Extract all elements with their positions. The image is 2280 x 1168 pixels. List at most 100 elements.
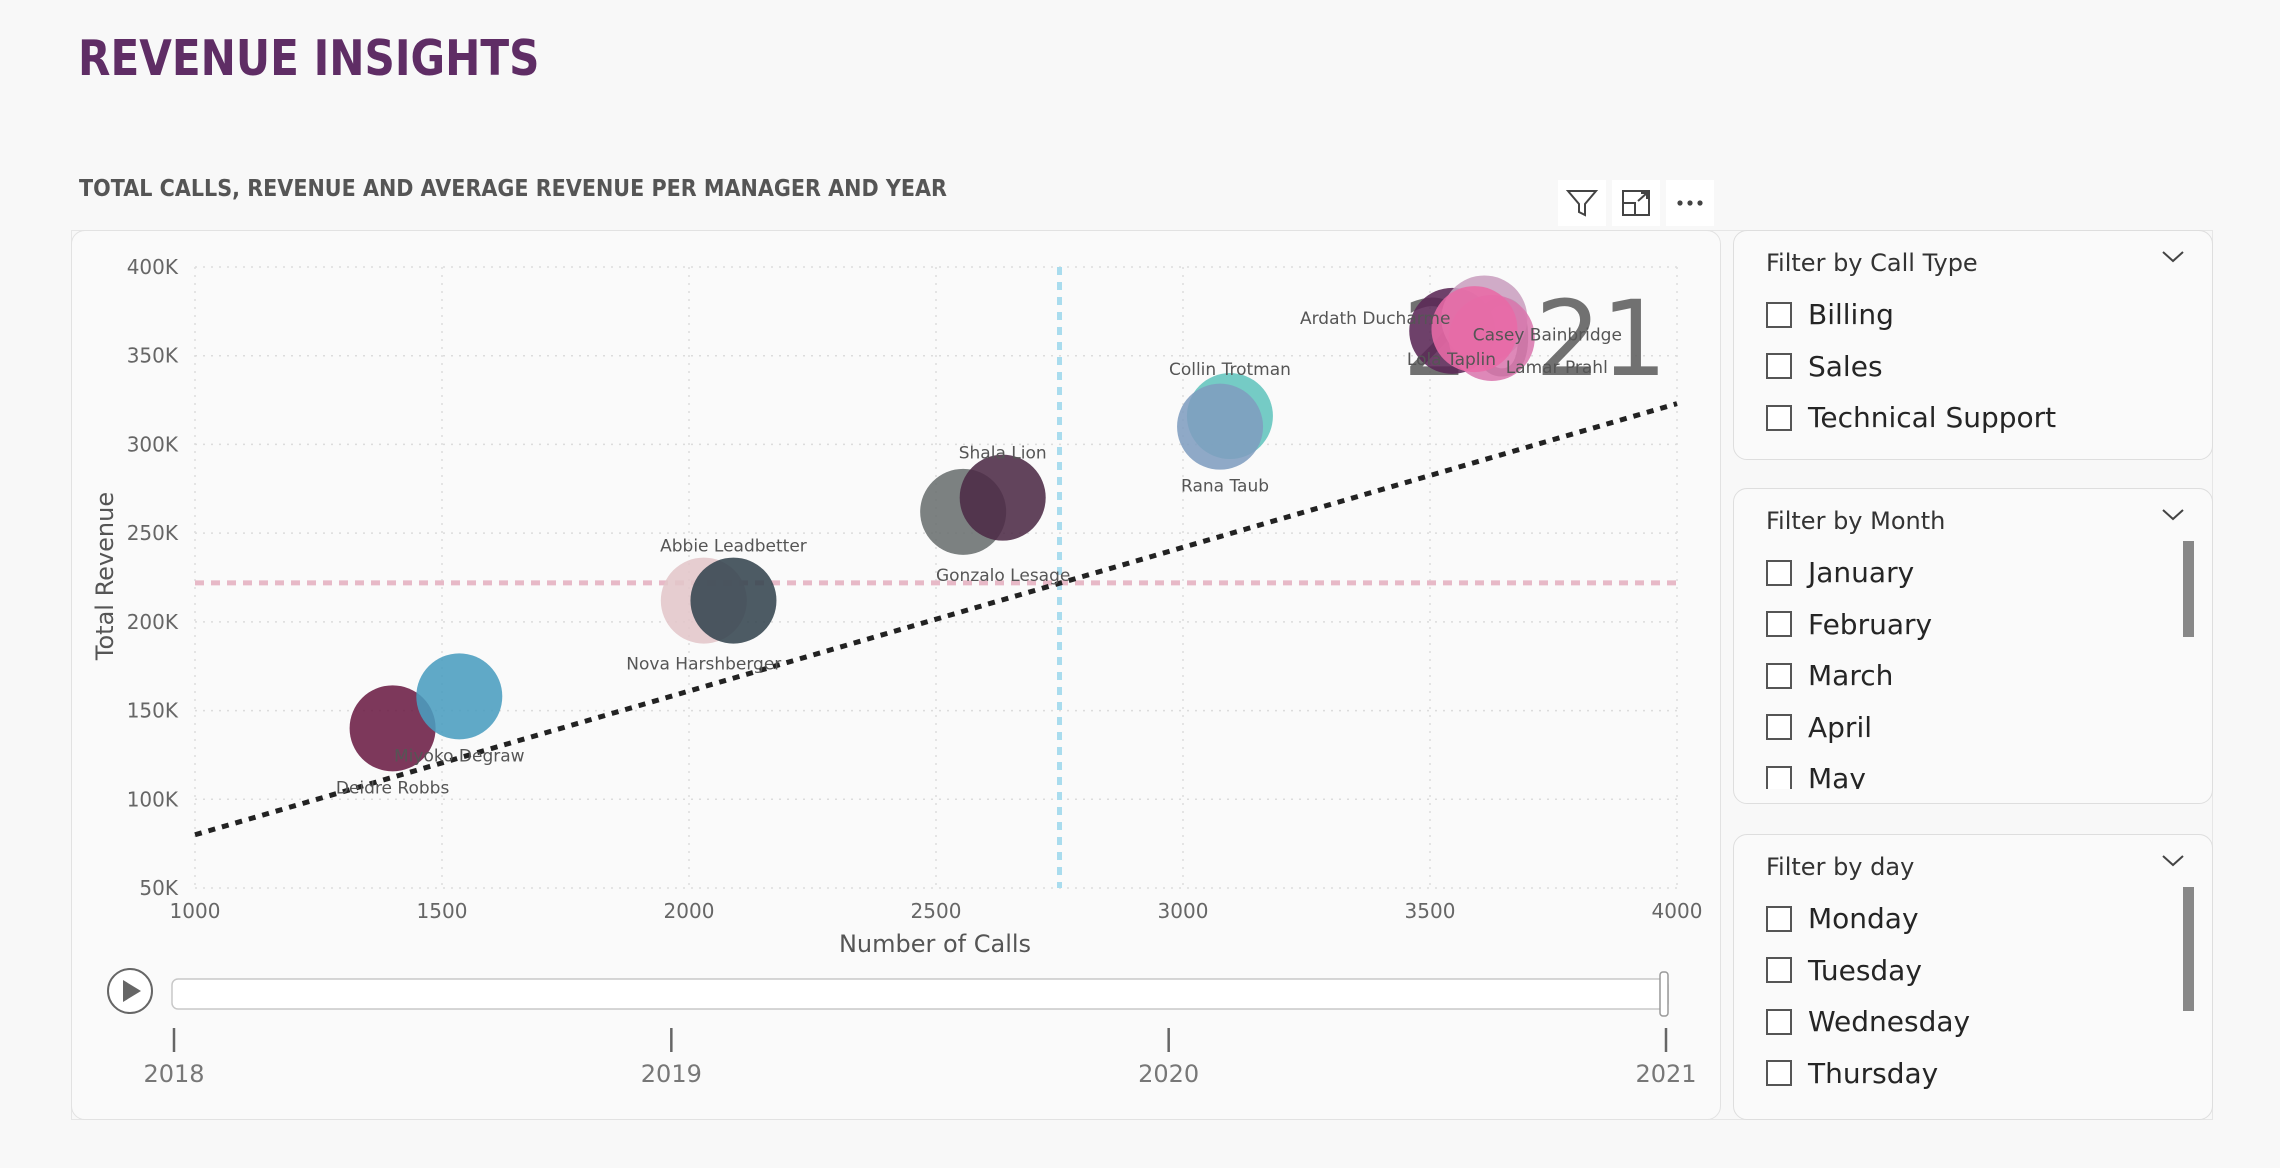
slicer-option[interactable]: Monday [1766, 893, 2172, 945]
x-tick-label: 2500 [911, 899, 962, 923]
slicer-option-label: Thursday [1808, 1056, 1939, 1090]
y-tick-label: 50K [139, 876, 178, 900]
chevron-down-icon[interactable] [2160, 505, 2186, 525]
play-axis-year[interactable]: 2019 [641, 1060, 702, 1088]
point-label: Ardath Ducharme [1300, 309, 1451, 329]
checkbox[interactable] [1766, 1060, 1792, 1087]
point-label: Rana Taub [1181, 477, 1269, 497]
scatter-point[interactable] [416, 653, 503, 740]
scatter-point[interactable] [1431, 286, 1518, 373]
more-options-icon [1677, 200, 1703, 206]
checkbox[interactable] [1766, 662, 1792, 689]
slicer-option-label: Tuesday [1808, 953, 1922, 987]
slicer-option[interactable]: March [1766, 650, 2172, 702]
trendline [194, 401, 1678, 838]
y-tick-label: 250K [127, 521, 179, 545]
slicer-title: Filter by Month [1766, 507, 1946, 535]
play-axis-ticks: 2018 2019 2020 2021 [143, 1028, 1697, 1088]
play-axis-year[interactable]: 2020 [1138, 1060, 1199, 1088]
slicer-title: Filter by Call Type [1766, 249, 1978, 277]
x-tick-label: 1500 [417, 899, 468, 923]
page-title: REVENUE INSIGHTS [78, 30, 540, 87]
checkbox[interactable] [1766, 559, 1792, 586]
play-axis-track[interactable] [171, 978, 1669, 1010]
point-label: Lola Taplin [1407, 350, 1496, 370]
scatter-point[interactable] [690, 557, 777, 644]
checkbox[interactable] [1766, 353, 1792, 380]
slicer-option[interactable]: April [1766, 702, 2172, 754]
slicer-option-label: March [1808, 659, 1894, 693]
slicer-list: January February March April May [1766, 547, 2172, 789]
more-options-button[interactable] [1666, 180, 1714, 226]
slicer-option[interactable]: February [1766, 599, 2172, 651]
y-tick-label: 300K [127, 432, 179, 456]
play-axis-handle[interactable] [1659, 971, 1669, 1017]
point-label: Miyoko Degraw [394, 746, 525, 766]
slicer-option-label: May [1808, 762, 1866, 789]
play-button[interactable] [107, 968, 153, 1014]
y-tick-label: 150K [127, 699, 179, 723]
x-tick-label: 3000 [1158, 899, 1209, 923]
visual-toolbar [1558, 180, 1714, 226]
scrollbar-thumb[interactable] [2183, 887, 2194, 1011]
scatter-point[interactable] [959, 454, 1046, 541]
checkbox[interactable] [1766, 714, 1792, 741]
slicer-option[interactable]: Billing [1766, 289, 2172, 341]
focus-mode-icon [1622, 190, 1650, 216]
y-tick-label: 200K [127, 610, 179, 634]
trend-line [194, 401, 1678, 838]
filter-icon [1565, 190, 1599, 217]
point-labels: Deidre Robbs Miyoko Degraw Nova Harshberge… [336, 309, 1622, 798]
slicer-option[interactable]: Thursday [1766, 1048, 2172, 1100]
checkbox[interactable] [1766, 404, 1792, 431]
scatter-point[interactable] [349, 685, 436, 772]
focus-mode-button[interactable] [1612, 180, 1660, 226]
slicer-option[interactable]: Tuesday [1766, 945, 2172, 997]
reference-lines [195, 267, 1677, 888]
slicer-option-label: Wednesday [1808, 1005, 1971, 1039]
scatter-chart-card [71, 230, 1721, 1120]
slicer-option[interactable]: May [1766, 753, 2172, 789]
chevron-down-icon[interactable] [2160, 851, 2186, 871]
visual-title: TOTAL CALLS, REVENUE AND AVERAGE REVENUE… [79, 176, 947, 202]
slicer-option[interactable]: Sales [1766, 341, 2172, 393]
slicer-option[interactable]: January [1766, 547, 2172, 599]
slicer-title: Filter by day [1766, 853, 1915, 881]
x-tick-label: 4000 [1652, 899, 1703, 923]
slicer-option[interactable]: Wednesday [1766, 996, 2172, 1048]
slicer-option[interactable]: Technical Support [1766, 392, 2172, 444]
slicer-day: Filter by day Monday Tuesday Wednesday Thur… [1733, 834, 2213, 1120]
point-label: Abbie Leadbetter [660, 537, 807, 557]
slicer-option-label: Sales [1808, 349, 1883, 383]
slicer-option-label: Monday [1808, 902, 1919, 936]
y-tick-label: 400K [127, 255, 179, 279]
x-axis-label: Number of Calls [839, 930, 1031, 958]
point-label: Casey Bainbridge [1473, 325, 1622, 345]
y-axis-label: Total Revenue [91, 492, 119, 661]
y-tick-label: 100K [127, 787, 179, 811]
checkbox[interactable] [1766, 611, 1792, 638]
chevron-down-icon[interactable] [2160, 247, 2186, 267]
point-label: Nova Harshberger [626, 655, 781, 675]
point-label: Shala Lion [959, 444, 1047, 464]
point-label: Gonzalo Lesage [936, 566, 1070, 586]
checkbox[interactable] [1766, 765, 1792, 789]
point-label: Deidre Robbs [336, 778, 450, 798]
checkbox[interactable] [1766, 905, 1792, 932]
play-axis-year[interactable]: 2021 [1635, 1060, 1696, 1088]
filter-button[interactable] [1558, 180, 1606, 226]
scrollbar-thumb[interactable] [2183, 541, 2194, 637]
x-tick-label: 3500 [1405, 899, 1456, 923]
checkbox[interactable] [1766, 957, 1792, 984]
slicer-option-label: Billing [1808, 298, 1894, 332]
slicer-option-label: January [1808, 556, 1915, 590]
checkbox[interactable] [1766, 301, 1792, 328]
scatter-point[interactable] [1177, 383, 1264, 470]
play-axis-year[interactable]: 2018 [143, 1060, 204, 1088]
checkbox[interactable] [1766, 1008, 1792, 1035]
data-points [349, 275, 1535, 772]
slicer-list: Monday Tuesday Wednesday Thursday [1766, 893, 2172, 1111]
slicer-option-label: February [1808, 607, 1933, 641]
play-icon [123, 980, 141, 1002]
